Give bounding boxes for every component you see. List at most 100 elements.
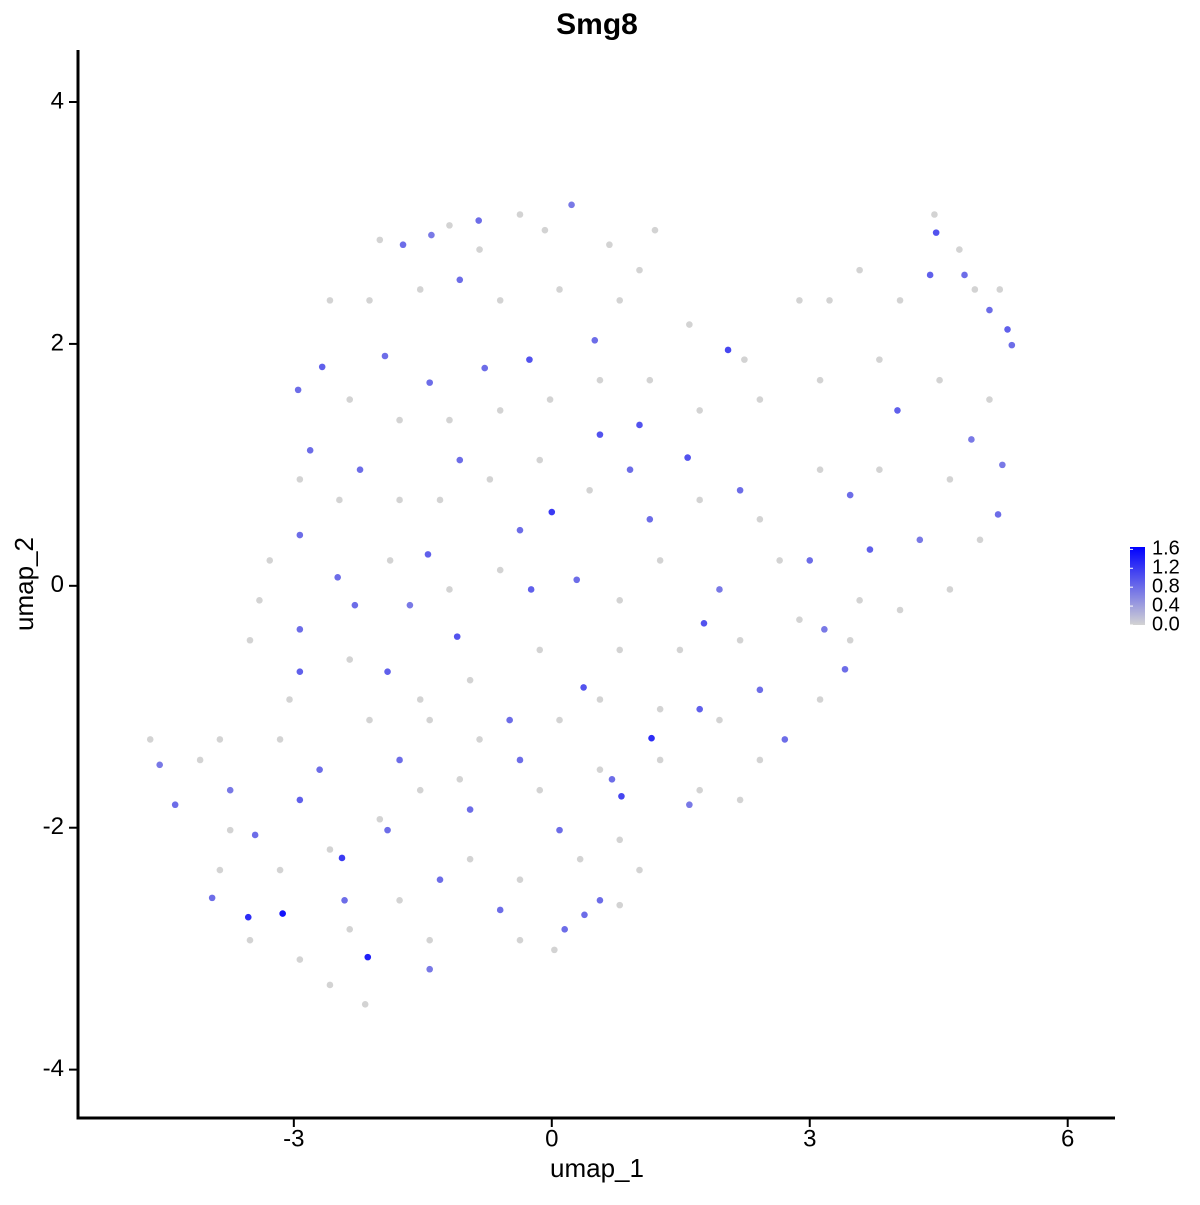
point bbox=[596, 431, 604, 438]
point bbox=[466, 676, 474, 684]
point bbox=[616, 646, 624, 654]
point bbox=[1004, 326, 1011, 333]
point bbox=[506, 716, 513, 724]
point bbox=[338, 854, 346, 862]
point bbox=[216, 866, 224, 874]
point bbox=[436, 876, 444, 884]
point bbox=[796, 616, 803, 623]
point bbox=[648, 734, 655, 742]
point bbox=[516, 526, 524, 534]
point bbox=[364, 953, 372, 961]
point bbox=[956, 246, 963, 253]
point bbox=[876, 356, 883, 363]
point bbox=[244, 913, 252, 921]
point bbox=[576, 855, 584, 863]
point bbox=[986, 306, 993, 314]
point bbox=[716, 586, 723, 593]
point bbox=[256, 597, 263, 604]
point bbox=[296, 796, 304, 804]
point bbox=[496, 297, 504, 304]
point bbox=[475, 217, 482, 224]
point bbox=[999, 461, 1006, 469]
point bbox=[916, 536, 924, 544]
point bbox=[568, 201, 575, 209]
point bbox=[968, 436, 975, 443]
point bbox=[486, 476, 494, 483]
point bbox=[396, 756, 403, 764]
point bbox=[946, 586, 954, 593]
point bbox=[826, 297, 833, 304]
point bbox=[961, 271, 968, 279]
point bbox=[821, 626, 828, 633]
point bbox=[596, 896, 604, 904]
point bbox=[246, 936, 254, 944]
point bbox=[656, 705, 664, 713]
point bbox=[426, 965, 433, 973]
colorbar-tick-label: 1.2 bbox=[1152, 557, 1180, 579]
point bbox=[736, 796, 744, 804]
point bbox=[696, 496, 703, 504]
colorbar-tick-label: 0.0 bbox=[1152, 613, 1180, 635]
point bbox=[326, 297, 334, 304]
point bbox=[456, 456, 464, 464]
point bbox=[296, 476, 304, 483]
point bbox=[636, 421, 643, 429]
point bbox=[416, 786, 424, 794]
point bbox=[226, 786, 234, 794]
x-tick-label: 6 bbox=[1061, 1125, 1074, 1152]
point bbox=[536, 646, 544, 654]
y-tick-label: 4 bbox=[51, 87, 64, 114]
point bbox=[296, 956, 304, 963]
point bbox=[936, 376, 943, 384]
point bbox=[396, 896, 403, 904]
point bbox=[476, 246, 483, 253]
point bbox=[686, 801, 693, 809]
point bbox=[580, 684, 587, 691]
point bbox=[616, 901, 624, 909]
point bbox=[496, 906, 504, 914]
point bbox=[796, 297, 803, 304]
point bbox=[481, 364, 489, 372]
point bbox=[146, 736, 154, 743]
point bbox=[296, 668, 304, 675]
point bbox=[426, 716, 433, 724]
point bbox=[376, 236, 384, 244]
point bbox=[456, 776, 464, 783]
point bbox=[556, 716, 563, 724]
point bbox=[396, 496, 403, 504]
x-tick-label: 3 bbox=[803, 1125, 816, 1152]
point bbox=[496, 407, 504, 414]
point bbox=[616, 836, 624, 844]
point bbox=[536, 456, 544, 464]
point bbox=[591, 336, 599, 344]
point bbox=[556, 286, 563, 293]
point bbox=[326, 981, 334, 989]
point bbox=[516, 756, 524, 764]
point bbox=[741, 356, 748, 363]
point bbox=[994, 511, 1002, 518]
point bbox=[932, 229, 940, 236]
point bbox=[428, 231, 435, 239]
x-tick-label: -3 bbox=[283, 1125, 304, 1152]
point bbox=[596, 376, 604, 384]
point bbox=[276, 736, 284, 743]
point bbox=[1008, 341, 1016, 349]
point bbox=[656, 557, 664, 564]
point bbox=[894, 407, 901, 414]
point bbox=[318, 363, 326, 371]
point bbox=[296, 626, 304, 633]
point bbox=[216, 736, 224, 743]
point bbox=[616, 597, 624, 604]
point bbox=[279, 910, 286, 917]
point bbox=[586, 486, 593, 494]
point bbox=[573, 576, 581, 584]
point bbox=[756, 396, 764, 403]
point bbox=[561, 926, 568, 933]
colorbar-tick-label: 1.6 bbox=[1152, 538, 1180, 560]
point bbox=[436, 496, 444, 504]
point bbox=[656, 756, 664, 764]
point bbox=[696, 407, 703, 414]
point bbox=[700, 620, 708, 627]
point bbox=[618, 792, 625, 800]
